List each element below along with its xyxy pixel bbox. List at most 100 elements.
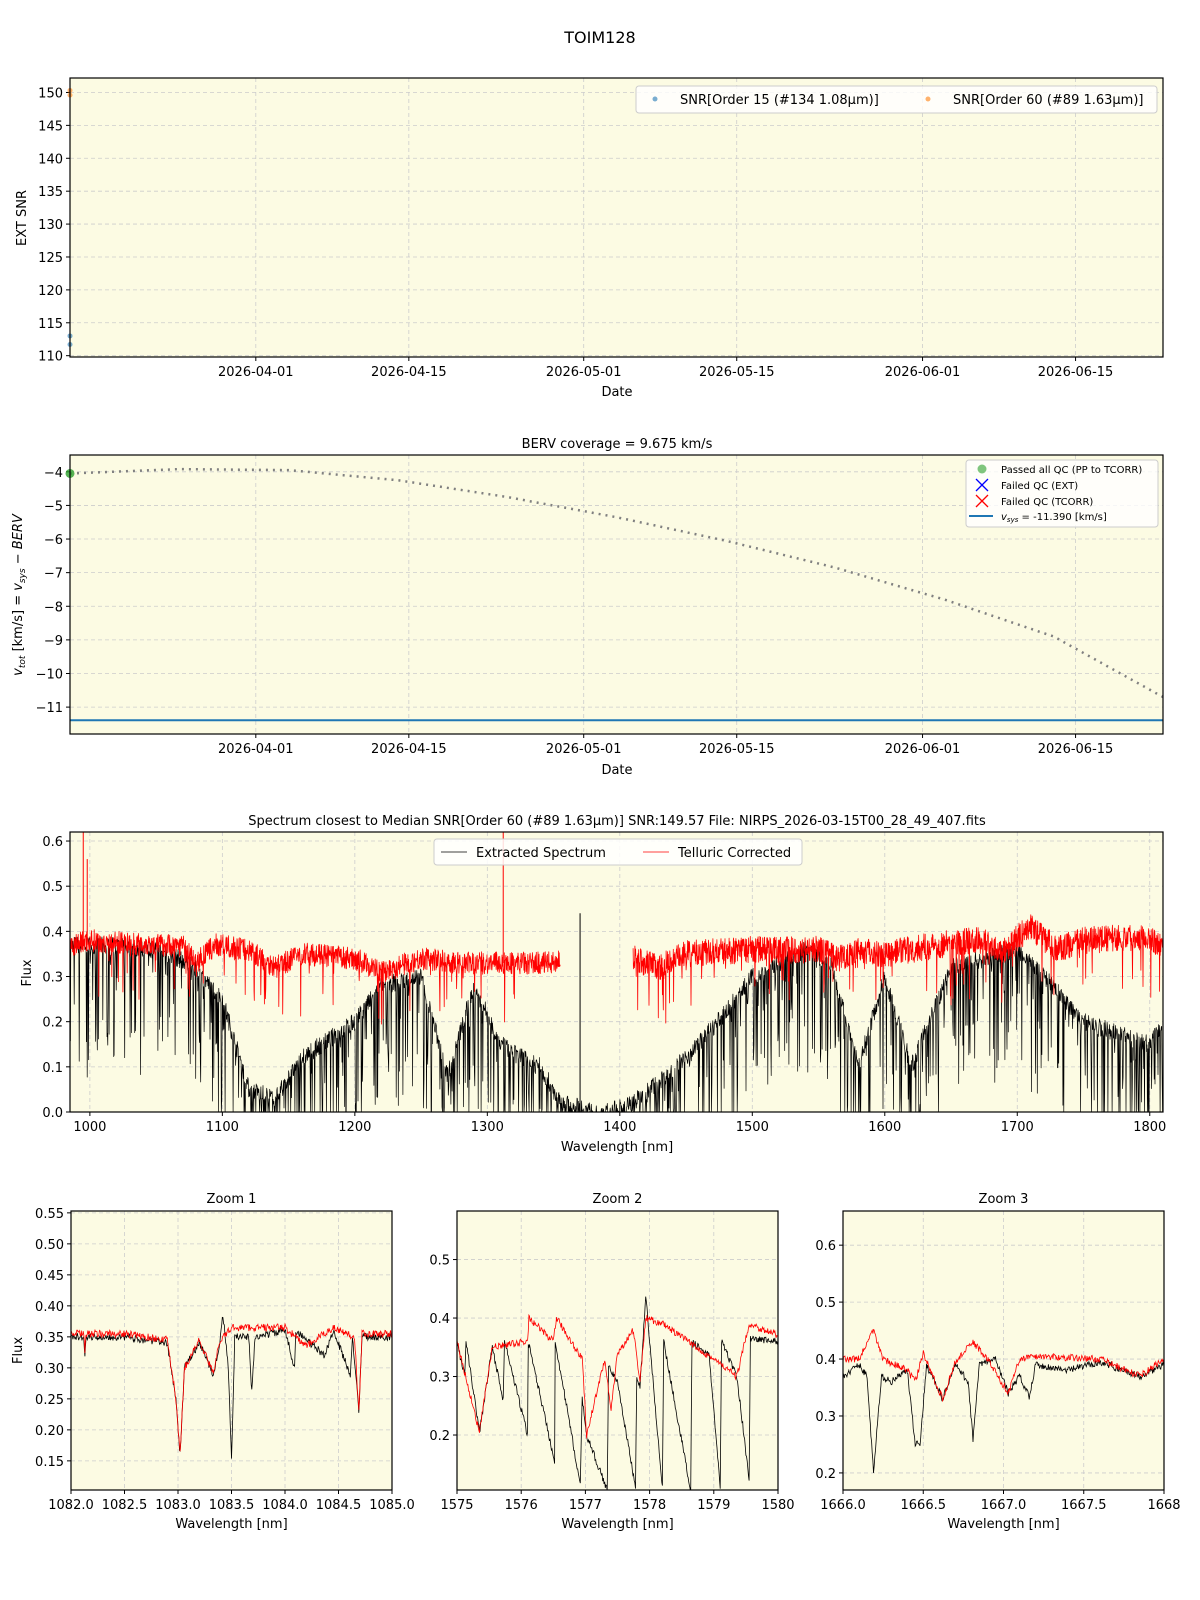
legend-item: SNR[Order 60 (#89 1.63μm)]	[953, 93, 1144, 108]
y-tick-label: 0.4	[815, 1353, 836, 1368]
y-tick-label: 0.2	[429, 1429, 450, 1444]
spectrum-legend: Extracted Spectrum Telluric Corrected	[433, 838, 803, 866]
zoom3-chart: 1666.0 1666.5 1667.0 1667.5 1668 0.2 0.3 0.4 0.5…	[815, 1192, 1180, 1532]
y-tick-label: 120	[38, 284, 63, 299]
y-tick-label: 150	[38, 86, 63, 101]
x-tick-label: 1084.5	[316, 1498, 362, 1513]
zoom-trace	[71, 1316, 392, 1459]
x-axis-label: Wavelength [nm]	[175, 1517, 287, 1532]
y-tick-label: 0.55	[35, 1207, 64, 1222]
y-tick-label: 0.40	[35, 1300, 64, 1315]
x-axis-label: Date	[601, 385, 632, 400]
x-tick-label: 1578	[633, 1498, 666, 1513]
zoom3-plot-area	[843, 1211, 1164, 1490]
y-tick-label: −7	[44, 567, 63, 582]
y-tick-label: 145	[38, 119, 63, 134]
x-tick-label: 1083.5	[209, 1498, 255, 1513]
zoom-trace	[71, 1322, 392, 1452]
x-tick-label: 1100	[206, 1120, 239, 1135]
x-tick-label: 1082.5	[102, 1498, 148, 1513]
y-tick-label: 0.5	[815, 1296, 836, 1311]
spectrum-chart: 1000 1100 1200 1300 1400 1500 1600 1700 1800 0.0 0…	[20, 814, 1166, 1155]
x-axis-label: Wavelength [nm]	[947, 1517, 1059, 1532]
berv-curve	[69, 467, 1164, 699]
y-tick-label: −10	[36, 667, 63, 682]
y-tick-label: 0.15	[35, 1455, 64, 1470]
y-axis-label: Flux	[20, 959, 35, 986]
x-tick-label: 2026-05-01	[546, 365, 622, 380]
y-tick-label: −11	[36, 701, 63, 716]
zoom-trace	[843, 1356, 1164, 1474]
berv-title: BERV coverage = 9.675 km/s	[522, 437, 713, 452]
y-tick-label: 135	[38, 185, 63, 200]
y-tick-label: 140	[38, 152, 63, 167]
legend-item: SNR[Order 15 (#134 1.08μm)]	[680, 93, 879, 108]
x-tick-label: 1085.0	[369, 1498, 415, 1513]
snr-plot-area	[70, 78, 1163, 357]
y-tick-label: 0.1	[42, 1061, 63, 1076]
y-tick-label: 0.5	[429, 1254, 450, 1269]
spectrum-trace	[70, 929, 561, 1025]
x-tick-label: 1200	[338, 1120, 371, 1135]
x-tick-label: 1400	[603, 1120, 636, 1135]
zoom2-plot-area	[457, 1211, 778, 1490]
zoom-title: Zoom 1	[207, 1192, 257, 1207]
x-tick-label: 1666.5	[901, 1498, 947, 1513]
svg-text:Passed all QC (PP to TCORR): Passed all QC (PP to TCORR)	[1001, 465, 1142, 476]
spectrum-trace	[632, 914, 1163, 1024]
y-tick-label: 110	[38, 350, 63, 365]
x-axis-label: Date	[601, 763, 632, 778]
x-tick-label: 1667.0	[981, 1498, 1027, 1513]
berv-chart: 2026-04-01 2026-04-15 2026-05-01 2026-05-15…	[11, 437, 1164, 778]
spectrum-trace	[70, 936, 1163, 1112]
y-tick-label: 0.30	[35, 1362, 64, 1377]
y-tick-label: 0.6	[815, 1239, 836, 1254]
x-tick-label: 1575	[440, 1498, 473, 1513]
x-tick-label: 1300	[471, 1120, 504, 1135]
y-axis-label: EXT SNR	[15, 190, 30, 246]
y-tick-label: 130	[38, 218, 63, 233]
y-tick-label: −9	[44, 634, 63, 649]
x-tick-label: 2026-04-01	[218, 742, 294, 757]
y-axis-label: vtot [km/s] = vsys − BERV	[11, 513, 28, 676]
y-tick-label: 0.20	[35, 1424, 64, 1439]
x-tick-label: 1579	[697, 1498, 730, 1513]
x-tick-label: 1667.5	[1061, 1498, 1107, 1513]
x-tick-label: 2026-06-01	[885, 365, 961, 380]
y-tick-label: 0.3	[42, 971, 63, 986]
svg-text:Telluric Corrected: Telluric Corrected	[677, 846, 791, 861]
zoom1-chart: 1082.0 1082.5 1083.0 1083.5 1084.0 1084.5 1085…	[11, 1192, 415, 1532]
svg-text:Extracted Spectrum: Extracted Spectrum	[476, 846, 606, 861]
y-tick-label: 0.3	[815, 1410, 836, 1425]
y-tick-label: −6	[44, 533, 63, 548]
x-tick-label: 2026-04-15	[371, 742, 447, 757]
y-tick-label: 0.45	[35, 1269, 64, 1284]
berv-legend: Passed all QC (PP to TCORR) Failed QC (EX…	[965, 459, 1159, 528]
y-tick-label: 0.6	[42, 835, 63, 850]
x-tick-label: 1800	[1133, 1120, 1166, 1135]
x-tick-label: 1083.0	[155, 1498, 201, 1513]
x-axis-label: Wavelength [nm]	[561, 1140, 673, 1155]
x-tick-label: 1668	[1147, 1498, 1180, 1513]
svg-text:Failed QC (EXT): Failed QC (EXT)	[1001, 481, 1078, 492]
x-tick-label: 1580	[761, 1498, 794, 1513]
x-tick-label: 2026-04-15	[371, 365, 447, 380]
y-tick-label: 125	[38, 251, 63, 266]
x-tick-label: 1577	[569, 1498, 602, 1513]
zoom2-chart: 1575 1576 1577 1578 1579 1580 0.2 0.3 0.4 0.5 Zoom…	[429, 1192, 794, 1532]
x-tick-label: 1082.0	[48, 1498, 94, 1513]
x-tick-label: 1576	[505, 1498, 538, 1513]
zoom-title: Zoom 3	[979, 1192, 1029, 1207]
zoom-title: Zoom 2	[593, 1192, 643, 1207]
y-tick-label: 0.4	[42, 925, 63, 940]
y-tick-label: 0.0	[42, 1106, 63, 1121]
snr-chart: 2026-04-01 2026-04-15 2026-05-01 2026-05-15…	[15, 77, 1164, 400]
x-axis-label: Wavelength [nm]	[561, 1517, 673, 1532]
x-tick-label: 2026-05-15	[699, 742, 775, 757]
x-tick-label: 2026-05-01	[546, 742, 622, 757]
spectrum-plot-area	[70, 832, 1163, 1112]
y-tick-label: 0.3	[429, 1371, 450, 1386]
y-tick-label: −5	[44, 499, 63, 514]
x-tick-label: 2026-06-01	[885, 742, 961, 757]
